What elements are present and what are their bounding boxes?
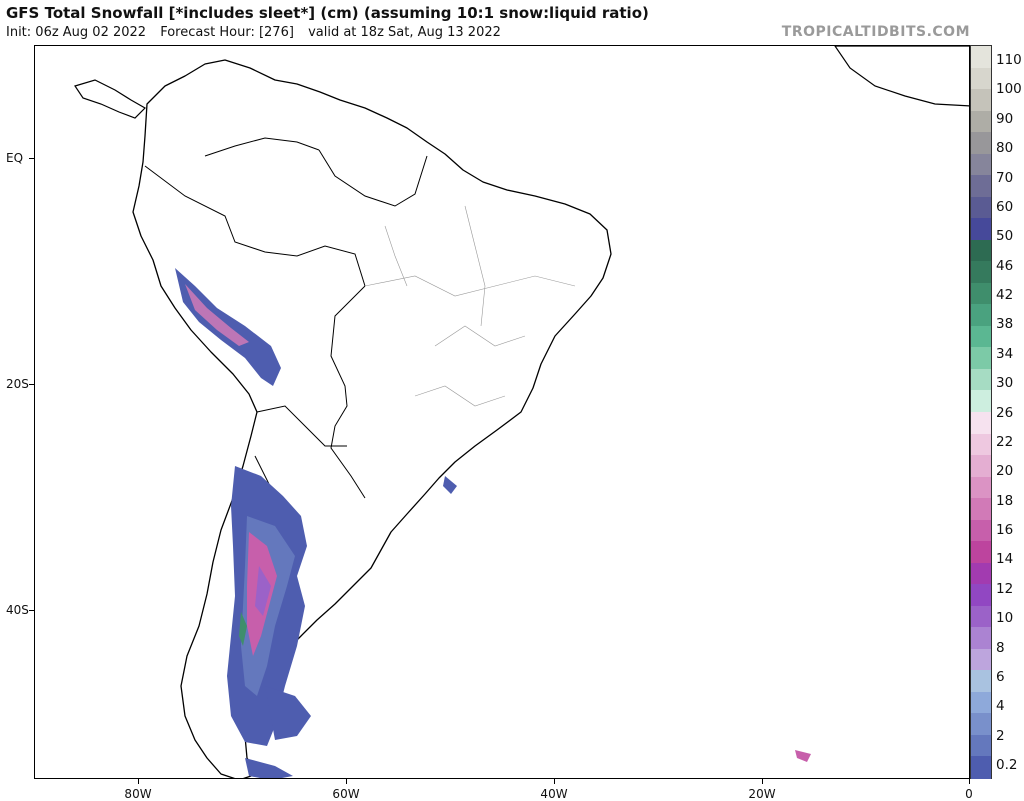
colorbar-swatch	[971, 756, 991, 779]
colorbar-label: 60	[996, 198, 1014, 215]
lon-label-0: 0	[965, 787, 973, 801]
lat-label-eq: EQ	[6, 151, 24, 165]
colorbar-swatch	[971, 605, 991, 628]
map-subtitle: Init: 06z Aug 02 2022 Forecast Hour: [27…	[6, 25, 511, 40]
colorbar-swatch	[971, 282, 991, 305]
lon-tick	[138, 779, 139, 784]
colorbar-label: 0.2	[996, 757, 1018, 773]
colorbar-swatch	[971, 218, 991, 241]
colorbar-swatch	[971, 46, 991, 69]
colorbar-swatch	[971, 519, 991, 542]
colorbar-swatch	[971, 175, 991, 198]
lon-tick	[346, 779, 347, 784]
lon-label-40w: 40W	[540, 787, 568, 801]
colorbar-swatch	[971, 584, 991, 607]
colorbar-swatch	[971, 691, 991, 714]
colorbar-swatch	[971, 713, 991, 736]
colorbar-label: 20	[996, 463, 1014, 480]
colorbar-label: 100	[996, 81, 1022, 98]
colorbar-swatch	[971, 627, 991, 650]
colorbar-label: 30	[996, 375, 1014, 392]
colorbar-label: 90	[996, 110, 1014, 127]
colorbar-swatch	[971, 390, 991, 413]
colorbar-label: 10	[996, 610, 1014, 627]
lat-label-40s: 40S	[6, 603, 29, 617]
colorbar-swatch	[971, 412, 991, 435]
colorbar-label: 26	[996, 404, 1014, 421]
colorbar-label: 18	[996, 492, 1014, 509]
colorbar-label: 14	[996, 551, 1014, 568]
colorbar-label: 110	[996, 52, 1022, 68]
lat-tick	[29, 158, 34, 159]
colorbar-label: 12	[996, 580, 1014, 597]
init-time: Init: 06z Aug 02 2022	[6, 25, 147, 40]
map-title: GFS Total Snowfall [*includes sleet*] (c…	[6, 4, 649, 22]
lat-tick	[29, 384, 34, 385]
colorbar-label: 34	[996, 345, 1014, 362]
lon-label-80w: 80W	[124, 787, 152, 801]
colorbar-swatch	[971, 132, 991, 155]
colorbar-label: 2	[996, 727, 1005, 744]
colorbar-swatch	[971, 562, 991, 585]
colorbar-swatch	[971, 153, 991, 176]
colorbar-label: 22	[996, 433, 1014, 450]
valid-time: valid at 18z Sat, Aug 13 2022	[308, 25, 501, 40]
lon-tick	[554, 779, 555, 784]
snowfall-shading	[175, 268, 811, 778]
lat-label-20s: 20S	[6, 377, 29, 391]
colorbar-swatch	[971, 433, 991, 456]
snowfall-colorbar	[970, 45, 992, 779]
colorbar-swatch	[971, 476, 991, 499]
lon-tick	[969, 779, 970, 784]
colorbar-swatch	[971, 110, 991, 133]
colorbar-swatch	[971, 89, 991, 112]
colorbar-label: 6	[996, 668, 1005, 685]
lon-tick	[762, 779, 763, 784]
colorbar-swatch	[971, 648, 991, 671]
colorbar-swatch	[971, 196, 991, 219]
colorbar-label: 4	[996, 698, 1005, 715]
colorbar-swatch	[971, 670, 991, 693]
colorbar-label: 42	[996, 287, 1014, 303]
colorbar-swatch	[971, 734, 991, 758]
colorbar-swatch	[971, 304, 991, 327]
colorbar-swatch	[971, 261, 991, 284]
colorbar-label: 70	[996, 169, 1014, 186]
colorbar-label: 80	[996, 140, 1014, 157]
lat-tick	[29, 610, 34, 611]
colorbar-swatch	[971, 455, 991, 478]
lon-label-20w: 20W	[748, 787, 776, 801]
south-america-coastline	[132, 59, 612, 778]
colorbar-label: 50	[996, 228, 1014, 245]
colorbar-swatch	[971, 347, 991, 370]
map-svg	[74, 46, 969, 778]
map-panel[interactable]	[34, 45, 970, 779]
colorbar-label: 46	[996, 257, 1014, 274]
brand-watermark: TROPICALTIDBITS.COM	[781, 24, 970, 40]
colorbar-swatch	[971, 325, 991, 348]
africa-coastline	[834, 46, 969, 107]
colorbar-swatch	[971, 368, 991, 392]
colorbar-swatch	[971, 498, 991, 521]
colorbar-label: 38	[996, 316, 1014, 333]
state-borders	[364, 205, 576, 407]
colorbar-swatch	[971, 239, 991, 262]
colorbar-label: 8	[996, 639, 1005, 656]
colorbar-swatch	[971, 67, 991, 90]
forecast-hour: Forecast Hour: [276]	[160, 25, 294, 40]
colorbar-swatch	[971, 541, 991, 564]
lon-label-60w: 60W	[332, 787, 360, 801]
central-america-coastline	[74, 79, 146, 119]
colorbar-label: 16	[996, 522, 1014, 538]
